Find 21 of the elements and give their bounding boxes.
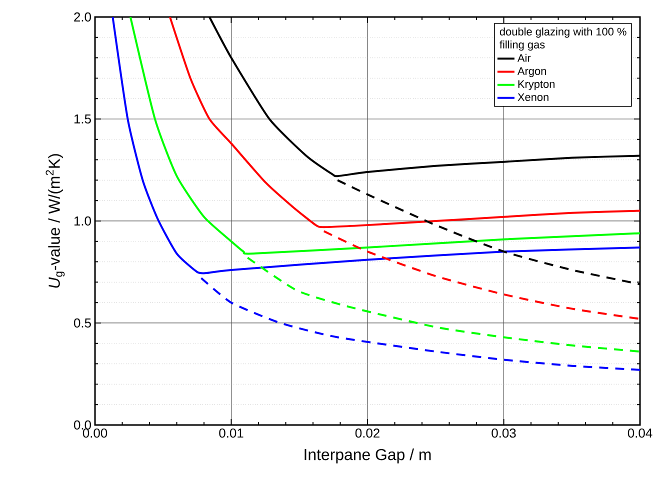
line-series	[246, 256, 640, 353]
x-tick-label: 0.01	[219, 428, 244, 438]
x-tick-label: 0.00	[82, 428, 108, 438]
y-tick-label: 0.0	[74, 420, 91, 430]
legend-label: Air	[517, 54, 531, 62]
legend-label: Argon	[517, 67, 546, 78]
legend-label: Krypton	[518, 80, 554, 90]
y-axis-title: U$_{g}$-value / W/(m$^{2}$K)	[46, 154, 65, 288]
y-tick-label: 2.0	[74, 12, 91, 22]
line-series	[322, 230, 640, 320]
x-tick-label: 0.03	[492, 428, 516, 438]
x-tick-label: 0.02	[355, 428, 380, 438]
line-series	[168, 16, 640, 228]
line-series	[200, 277, 640, 371]
x-axis-title: Interpane Gap / m	[304, 448, 431, 464]
x-tick-label: 0.04	[628, 428, 652, 438]
y-tick-label: 1.5	[74, 114, 91, 124]
legend-title: double glazing with 100 % filling gas	[500, 27, 626, 51]
y-tick-label: 1.0	[74, 216, 91, 226]
y-tick-label: 0.5	[74, 318, 91, 328]
legend-label: Xenon	[518, 93, 548, 101]
